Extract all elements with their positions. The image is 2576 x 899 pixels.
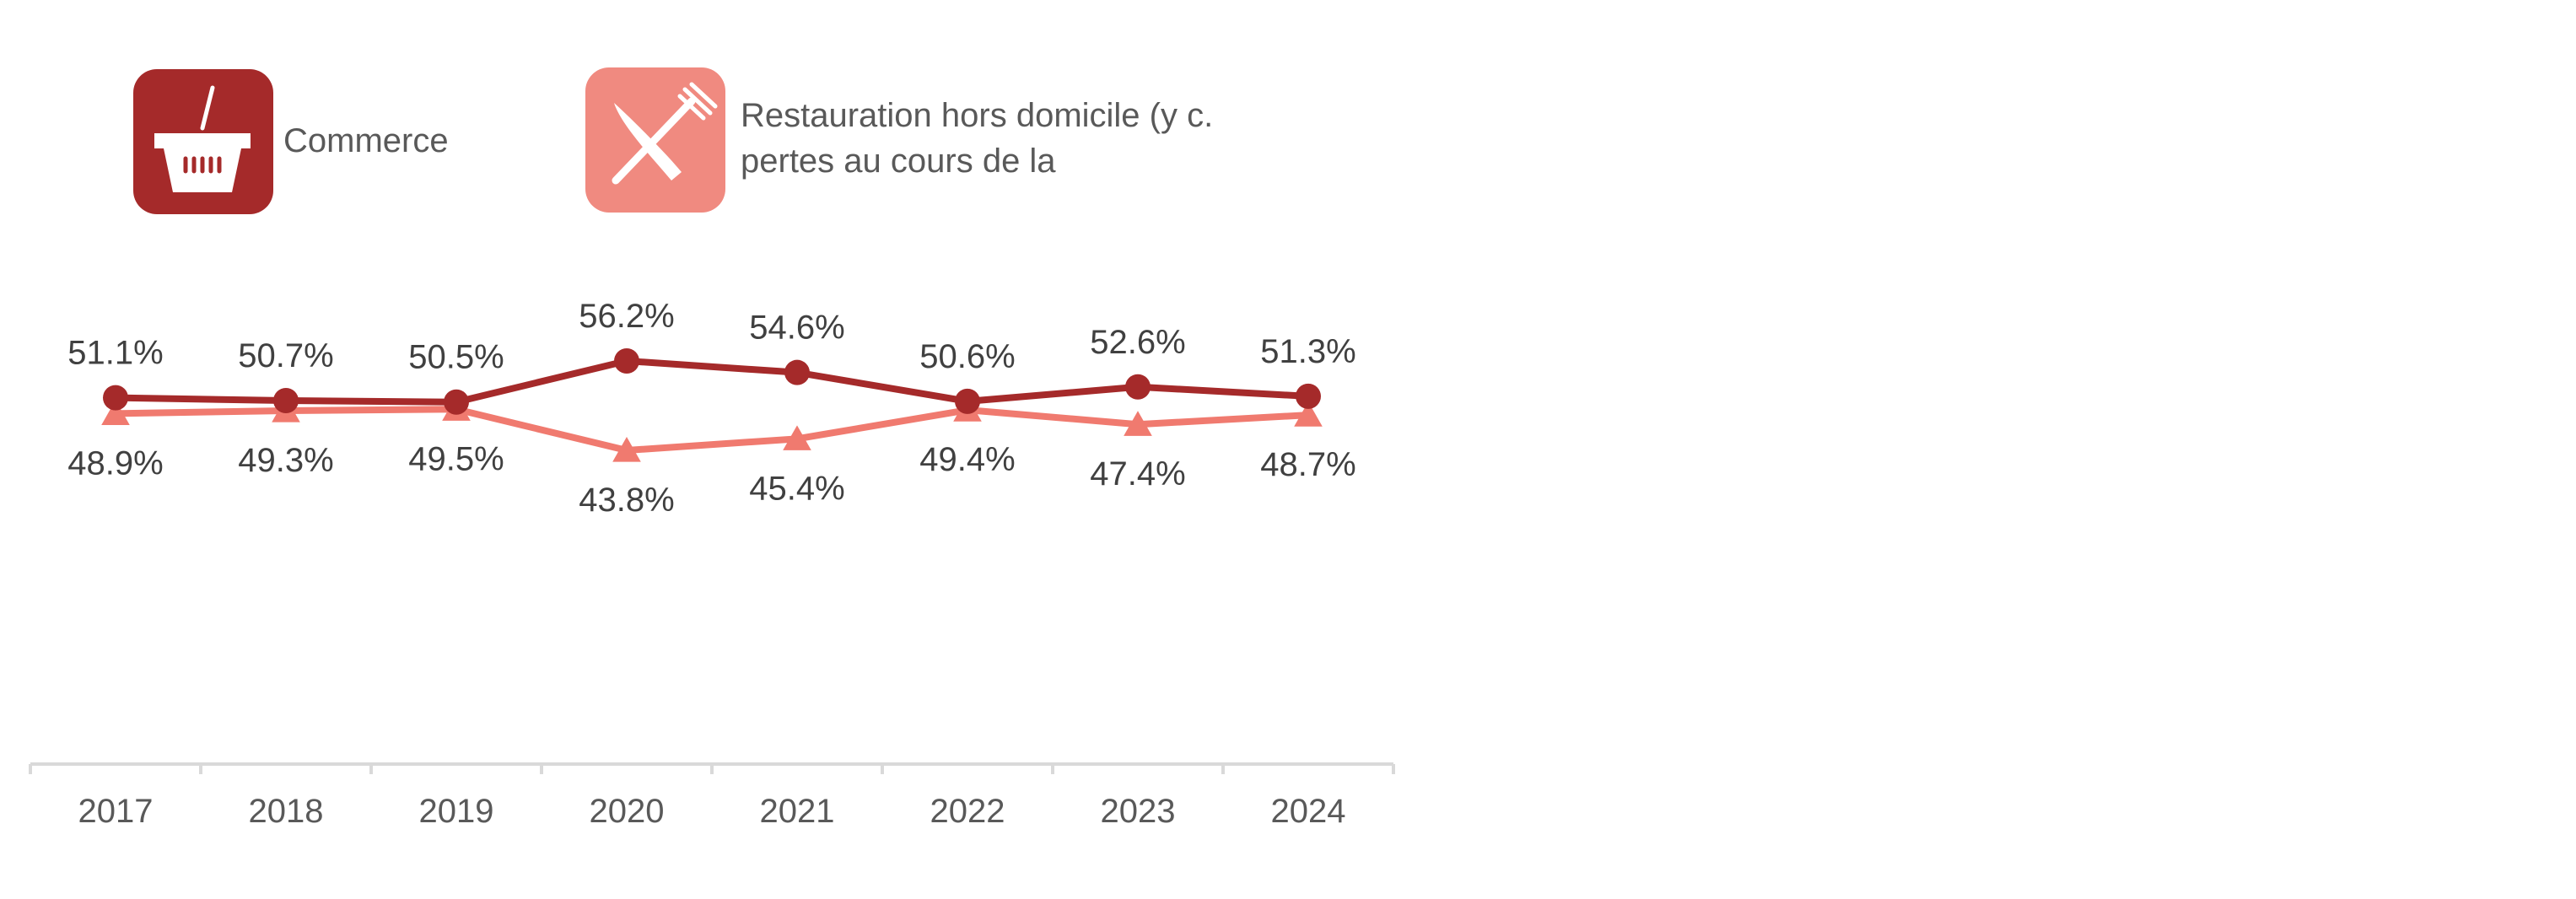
data-label-commerce-2023: 52.6% (1090, 324, 1185, 361)
x-tick-label-2017: 2017 (78, 793, 154, 830)
legend-label-restauration-line-2: pertes au cours de la (741, 143, 1056, 180)
marker-commerce-2022 (955, 388, 980, 414)
data-label-commerce-2018: 50.7% (238, 337, 333, 374)
marker-restauration-2023 (1124, 411, 1152, 436)
data-label-restauration-2019: 49.5% (408, 440, 504, 477)
series-lines (115, 358, 1309, 454)
x-tick-label-2022: 2022 (930, 793, 1005, 830)
marker-commerce-2020 (614, 348, 639, 374)
series-line-commerce (115, 358, 1309, 406)
data-label-commerce-2020: 56.2% (579, 298, 674, 335)
marker-commerce-2024 (1296, 383, 1321, 409)
data-label-restauration-2017: 48.9% (67, 444, 163, 482)
x-tick-label-2019: 2019 (419, 793, 494, 830)
marker-commerce-2019 (444, 389, 469, 415)
shopping-basket-icon (154, 85, 251, 192)
x-tick-label-2023: 2023 (1101, 793, 1176, 830)
series-markers (101, 348, 1323, 462)
marker-commerce-2017 (103, 385, 128, 411)
marker-restauration-2017 (101, 400, 130, 426)
data-label-commerce-2021: 54.6% (749, 310, 844, 347)
x-tick-label-2018: 2018 (249, 793, 324, 830)
x-axis: 2017 2018 2019 2020 2021 2022 2023 2024 (29, 762, 1395, 830)
data-label-restauration-2023: 47.4% (1090, 455, 1185, 493)
marker-commerce-2023 (1125, 374, 1151, 400)
data-label-commerce-2024: 51.3% (1260, 333, 1355, 370)
data-label-commerce-2019: 50.5% (408, 339, 504, 376)
data-label-commerce-2022: 50.6% (919, 338, 1015, 375)
marker-commerce-2018 (273, 388, 299, 414)
knife-fork-icon (612, 82, 718, 185)
data-labels: 48.9% 49.3% 49.5% 43.8% 45.4% 49.4% 47.4% 48.7%… (67, 298, 1355, 519)
marker-commerce-2021 (784, 359, 810, 385)
x-tick-label-2021: 2021 (760, 793, 835, 830)
marker-restauration-2020 (612, 437, 641, 462)
data-label-restauration-2021: 45.4% (749, 470, 844, 507)
marker-restauration-2024 (1294, 401, 1323, 427)
legend-label-restauration-line-1: Restauration hors domicile (y c. (741, 97, 1213, 134)
legend-item-restauration: Restauration hors domicile (y c. pertes … (585, 67, 1213, 213)
legend-label-commerce: Commerce (283, 122, 449, 159)
data-label-restauration-2022: 49.4% (919, 441, 1015, 478)
x-tick-label-2020: 2020 (590, 793, 665, 830)
data-label-commerce-2017: 51.1% (67, 335, 163, 372)
data-label-restauration-2018: 49.3% (238, 442, 333, 479)
data-label-restauration-2024: 48.7% (1260, 446, 1355, 483)
marker-restauration-2021 (783, 425, 811, 450)
data-label-restauration-2020: 43.8% (579, 482, 674, 519)
x-tick-label-2024: 2024 (1271, 793, 1346, 830)
series-line-restauration (115, 406, 1309, 454)
legend-item-commerce: Commerce (133, 69, 449, 214)
legend: Commerce Restauration hors domicile (y c… (133, 67, 1213, 214)
